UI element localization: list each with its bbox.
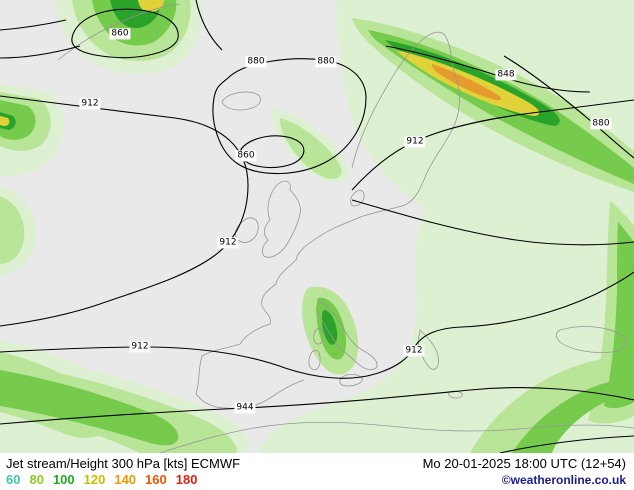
coastline-sicily [339, 374, 363, 387]
map-datetime: Mo 20-01-2025 18:00 UTC (12+54) [422, 455, 626, 471]
legend-value-140: 140 [114, 471, 137, 487]
contour-label-912: 912 [79, 98, 101, 110]
legend-value-180: 180 [175, 471, 198, 487]
jet-shading-orange [432, 64, 502, 101]
legend-value-160: 160 [145, 471, 167, 487]
coastline-iceland [221, 91, 261, 111]
footer-row-top: Jet stream/Height 300 hPa [kts] ECMWF Mo… [6, 456, 626, 472]
contour-bottomright-unlabeled [499, 435, 634, 453]
contour-912-atlantic-trough [0, 95, 249, 327]
legend-value-80: 80 [29, 471, 44, 487]
coastline-norway [351, 31, 445, 169]
contour-label-860: 860 [109, 28, 131, 40]
coastline-italy [315, 299, 378, 370]
contour-label-880: 880 [590, 118, 612, 130]
jet-core-orange-ne [432, 64, 502, 101]
coastline-continent-west [195, 204, 406, 409]
contour-label-912: 912 [404, 136, 426, 148]
copyright: ©weatheronline.co.uk [501, 472, 626, 487]
wind-speed-legend: 60 80 100 120 140 160 180 [6, 472, 197, 488]
jet-core-yellow-left [0, 116, 10, 126]
footer-row-bottom: 60 80 100 120 140 160 180 ©weatheronline… [6, 472, 626, 488]
legend-value-100: 100 [52, 471, 75, 487]
contour-label-860: 860 [235, 150, 257, 162]
coastline-blacksea [555, 326, 627, 353]
coastline-north-africa [159, 421, 634, 453]
jet-region-light-streak [279, 118, 342, 179]
contour-topleft-edge-1 [0, 19, 67, 31]
jet-region-pale-east [258, 148, 634, 453]
contour-label-880: 880 [245, 56, 267, 68]
jet-core-yellow-topleft [138, 0, 164, 12]
contour-label-912: 912 [217, 237, 239, 249]
map-svg [0, 0, 634, 453]
contour-880-right [503, 55, 634, 159]
jet-region-medium-bottomright [512, 378, 634, 453]
map-title: Jet stream/Height 300 hPa [kts] ECMWF [6, 455, 241, 471]
map-area: 860 880 880 848 880 912 912 860 912 912 … [0, 0, 634, 453]
contour-label-912: 912 [129, 341, 151, 353]
coastline-ireland [235, 217, 259, 243]
coastline-corsica [313, 328, 324, 345]
jet-region-medium-bottomleft [0, 370, 179, 446]
jet-region-dark-italy [322, 310, 338, 345]
legend-value-60: 60 [6, 471, 21, 487]
contour-label-880: 880 [315, 56, 337, 68]
contour-label-848: 848 [495, 69, 517, 81]
contour-europe-unlabeled [351, 199, 634, 246]
jet-region-light-left2 [0, 196, 25, 264]
contour-label-912: 912 [403, 345, 425, 357]
contour-top-entry [195, 0, 223, 51]
contour-912-scandinavia [351, 99, 634, 191]
contour-944-south [0, 387, 634, 425]
legend-value-120: 120 [83, 471, 106, 487]
jet-region-light-bottomright [470, 355, 634, 453]
coastline-sardinia [308, 350, 321, 371]
coastline-sweden-baltic [404, 33, 460, 206]
footer: Jet stream/Height 300 hPa [kts] ECMWF Mo… [0, 453, 634, 490]
jet-region-medium-rightedge [604, 222, 634, 409]
coastline-uk [261, 180, 301, 258]
contour-860-topleft-loop [71, 8, 179, 59]
contour-label-944: 944 [234, 402, 256, 414]
contour-topleft-edge-2 [0, 45, 81, 59]
